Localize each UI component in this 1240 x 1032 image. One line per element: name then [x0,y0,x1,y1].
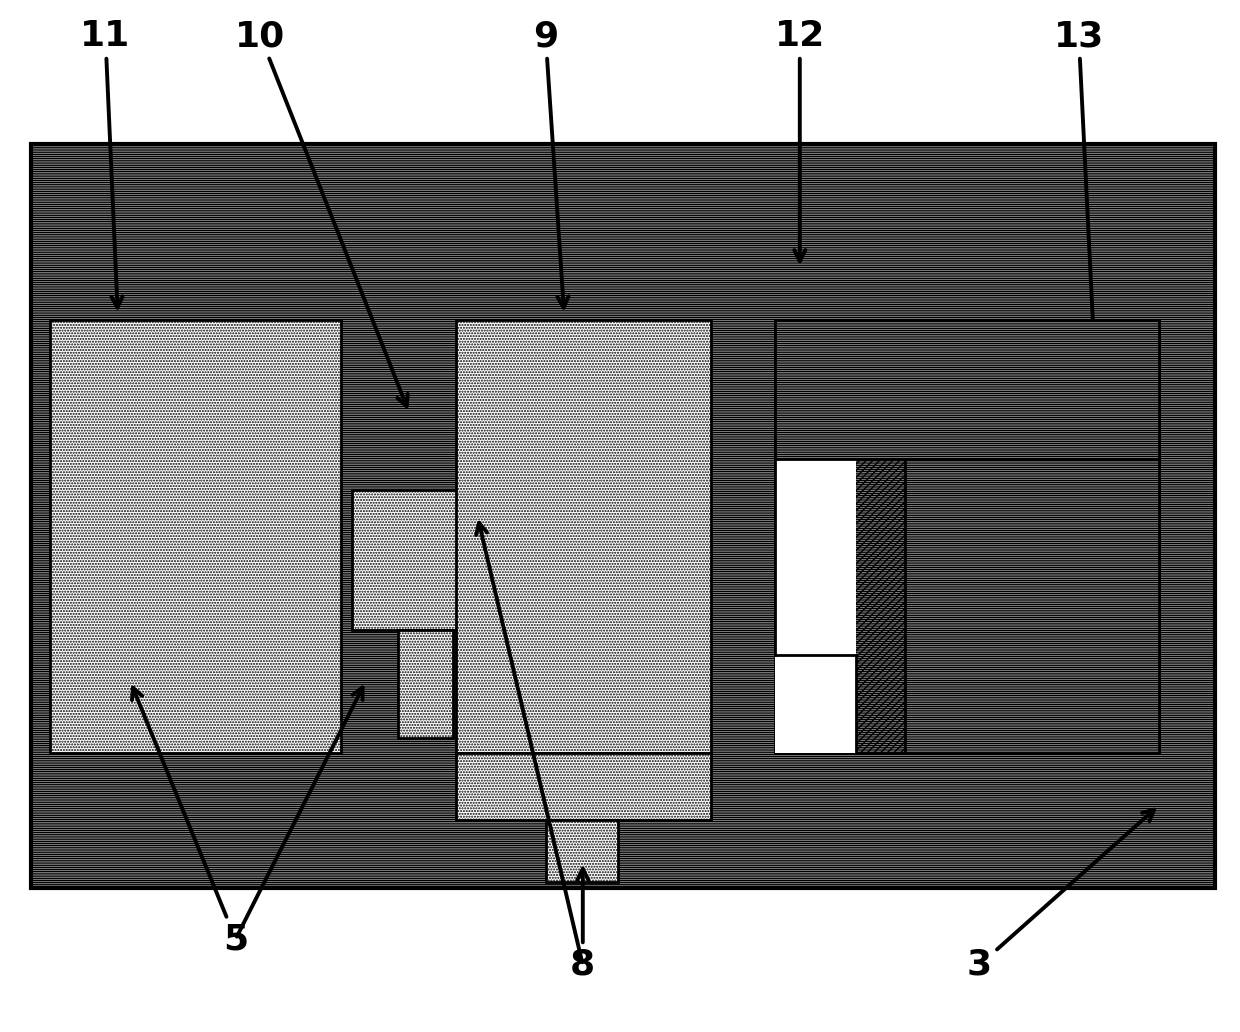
Bar [905,320,1159,753]
Bar [775,655,856,753]
Text: 13: 13 [1054,20,1104,406]
Bar [352,490,495,630]
Text: 9: 9 [533,20,568,308]
Bar [775,320,1159,753]
Text: 8: 8 [570,869,595,981]
Text: 11: 11 [81,20,130,308]
Text: 5: 5 [131,687,248,956]
Bar [31,144,1215,888]
Bar [456,753,711,820]
Bar [456,320,711,753]
Bar [352,490,495,630]
Text: 3: 3 [967,810,1154,981]
Bar [456,320,711,753]
Bar [50,320,341,753]
Bar [456,753,711,820]
Text: 10: 10 [236,20,408,407]
Bar [546,820,618,882]
Bar [398,630,453,738]
Bar [546,820,618,882]
Bar [50,320,341,753]
Bar [775,320,856,655]
Bar [398,630,453,738]
Bar [775,320,1159,459]
Text: 12: 12 [775,20,825,261]
